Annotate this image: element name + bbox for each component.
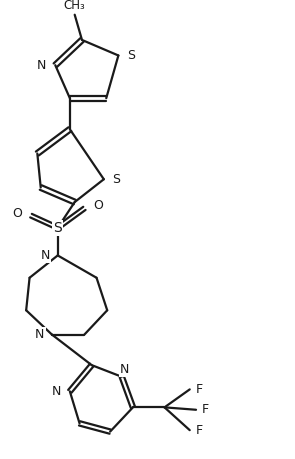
Text: S: S bbox=[127, 49, 135, 62]
Text: N: N bbox=[119, 363, 129, 376]
Text: F: F bbox=[202, 403, 209, 416]
Text: O: O bbox=[12, 207, 22, 220]
Text: N: N bbox=[37, 59, 47, 72]
Text: S: S bbox=[53, 221, 62, 235]
Text: N: N bbox=[52, 385, 61, 398]
Text: F: F bbox=[196, 383, 203, 396]
Text: CH₃: CH₃ bbox=[64, 0, 86, 12]
Text: N: N bbox=[41, 249, 50, 262]
Text: F: F bbox=[196, 424, 203, 437]
Text: N: N bbox=[35, 328, 45, 341]
Text: S: S bbox=[113, 173, 121, 186]
Text: O: O bbox=[93, 199, 103, 213]
